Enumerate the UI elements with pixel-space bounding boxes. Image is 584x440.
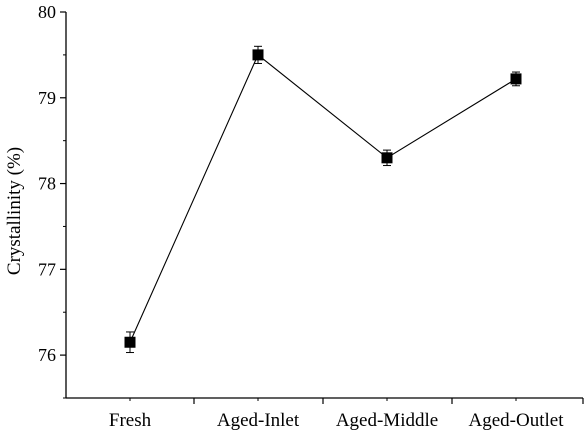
x-tick-label: Aged-Inlet xyxy=(217,410,300,431)
data-point-marker xyxy=(510,73,522,85)
x-tick-label: Aged-Outlet xyxy=(469,410,565,431)
y-tick-label: 76 xyxy=(38,345,56,365)
data-point-marker xyxy=(252,49,264,61)
series-line xyxy=(129,54,517,343)
labels-layer: 76 77 78 79 80 Fresh Aged-Inlet Aged-Middle Aged… xyxy=(4,2,564,431)
y-tick-label: 80 xyxy=(38,2,56,22)
data-point-marker xyxy=(124,336,136,348)
y-tick-label: 77 xyxy=(38,259,56,279)
y-tick-label: 79 xyxy=(38,88,56,108)
axes xyxy=(60,11,584,404)
y-axis-title: Crystallinity (%) xyxy=(4,147,25,275)
x-tick-label: Fresh xyxy=(109,410,152,431)
x-tick-label: Aged-Middle xyxy=(336,410,438,431)
series-layer xyxy=(124,45,522,354)
y-tick-label: 78 xyxy=(38,174,56,194)
data-point-marker xyxy=(381,152,393,164)
